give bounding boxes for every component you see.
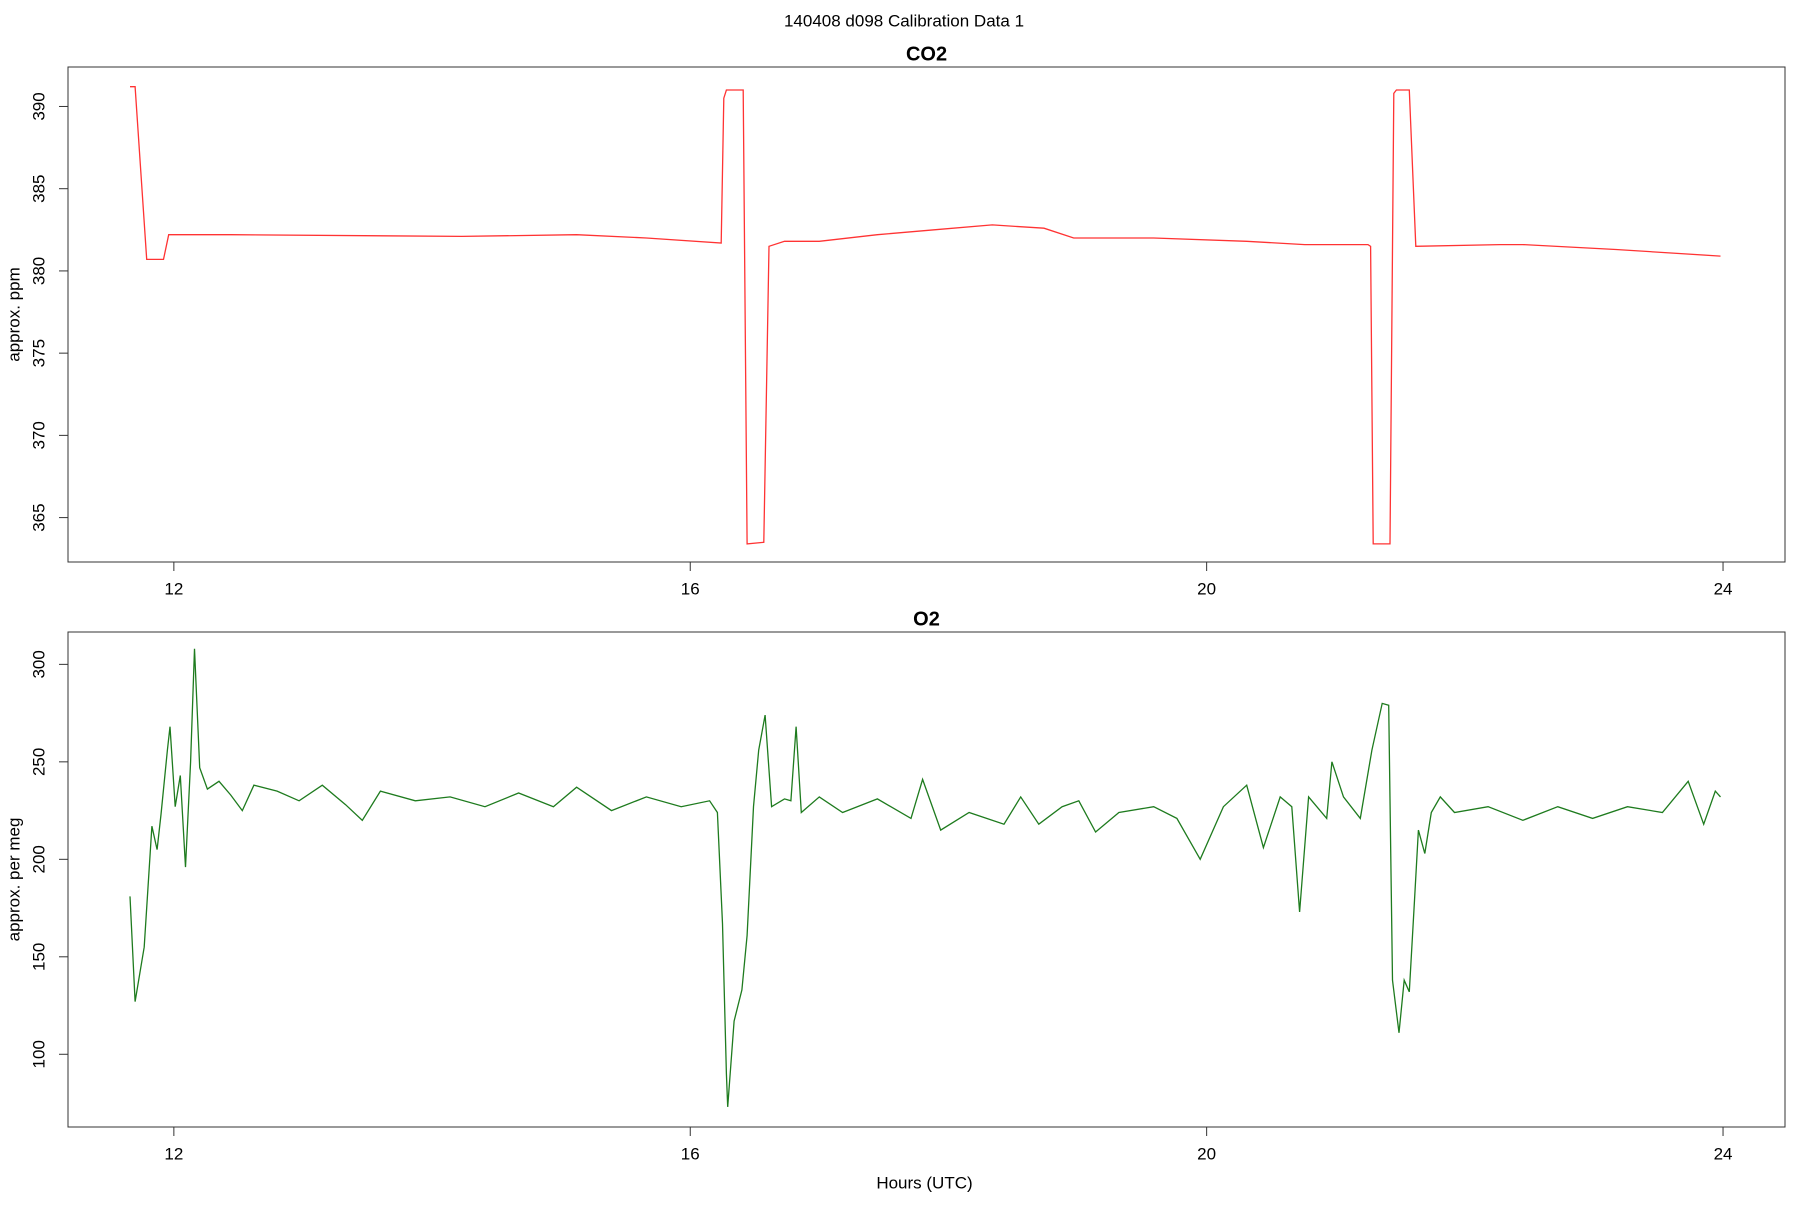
y-tick-label: 250 <box>29 748 48 776</box>
y-axis-label: approx. per meg <box>4 818 23 942</box>
y-tick-label: 200 <box>29 845 48 873</box>
y-tick-label: 150 <box>29 943 48 971</box>
data-line <box>130 86 1721 545</box>
y-tick-label: 365 <box>29 503 48 531</box>
x-tick-label: 16 <box>681 1144 700 1163</box>
plot-frame <box>67 66 1786 563</box>
x-axis-label: Hours (UTC) <box>876 1173 972 1192</box>
chart-title: CO2 <box>906 43 947 65</box>
y-tick-label: 380 <box>29 257 48 285</box>
y-axis-label: approx. ppm <box>4 267 23 362</box>
x-tick-label: 12 <box>164 579 183 598</box>
x-tick-label: 20 <box>1197 1144 1216 1163</box>
y-tick-label: 390 <box>29 92 48 120</box>
y-tick-label: 370 <box>29 421 48 449</box>
y-tick-label: 385 <box>29 175 48 203</box>
y-tick-label: 100 <box>29 1040 48 1068</box>
y-tick-label: 375 <box>29 339 48 367</box>
x-tick-label: 24 <box>1714 579 1733 598</box>
y-tick-label: 300 <box>29 650 48 678</box>
chart-title: O2 <box>913 608 940 630</box>
x-tick-label: 16 <box>681 579 700 598</box>
data-line <box>129 648 1721 1107</box>
x-tick-label: 24 <box>1714 1144 1733 1163</box>
plot-frame <box>67 631 1786 1128</box>
figure-title: 140408 d098 Calibration Data 1 <box>784 11 1024 30</box>
x-tick-label: 12 <box>164 1144 183 1163</box>
x-tick-label: 20 <box>1197 579 1216 598</box>
